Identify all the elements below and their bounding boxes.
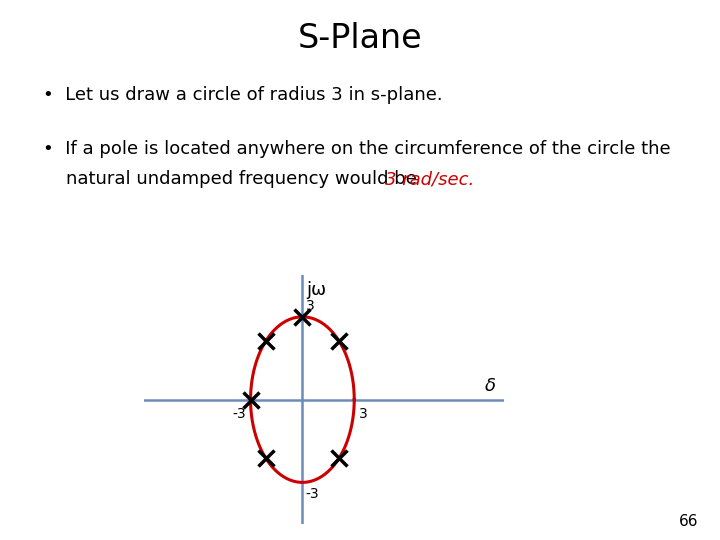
Text: 66: 66 <box>679 514 698 529</box>
Text: •  Let us draw a circle of radius 3 in s-plane.: • Let us draw a circle of radius 3 in s-… <box>43 86 443 104</box>
Text: 3: 3 <box>306 299 315 313</box>
Text: S-Plane: S-Plane <box>297 22 423 55</box>
Text: jω: jω <box>306 281 326 299</box>
Text: natural undamped frequency would be: natural undamped frequency would be <box>43 170 423 188</box>
Text: δ: δ <box>485 377 495 395</box>
Text: 3: 3 <box>359 407 367 421</box>
Text: •  If a pole is located anywhere on the circumference of the circle the: • If a pole is located anywhere on the c… <box>43 140 671 158</box>
Text: -3: -3 <box>306 487 320 501</box>
Text: 3 rad/sec.: 3 rad/sec. <box>385 170 474 188</box>
Text: -3: -3 <box>233 407 246 421</box>
